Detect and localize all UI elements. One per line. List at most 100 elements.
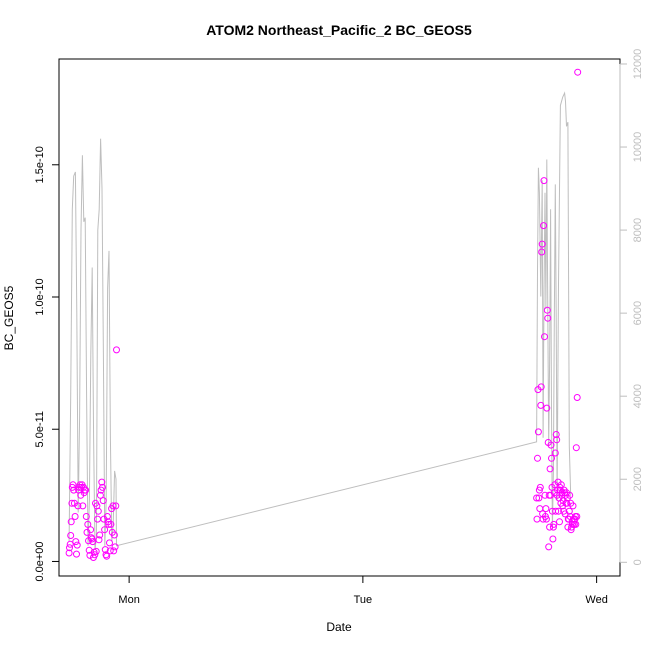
altitude-series-line: [68, 91, 572, 550]
data-point: [573, 513, 581, 520]
y-right-tick-label: 8000: [632, 218, 644, 242]
data-point: [533, 494, 541, 502]
data-point: [543, 404, 551, 412]
data-point: [79, 502, 87, 510]
data-point: [537, 383, 545, 391]
data-point: [572, 520, 580, 528]
y-axis-label: BC_GEOS5: [2, 285, 16, 350]
data-points: [65, 68, 582, 561]
y-right-tick-label: 0: [632, 559, 644, 565]
x-axis: Mon Tue Wed: [118, 575, 608, 606]
data-point: [66, 544, 73, 552]
y-right-tick-label: 6000: [632, 301, 644, 325]
altitude-line: [68, 91, 572, 550]
data-point: [67, 532, 75, 539]
x-tick-label: Wed: [585, 594, 607, 606]
data-point: [91, 551, 99, 559]
y-left-tick-label: 5.0e-11: [34, 411, 46, 448]
y-right-tick-label: 10000: [632, 132, 644, 163]
data-point: [549, 535, 557, 543]
data-point: [552, 507, 560, 515]
data-point: [546, 465, 554, 473]
data-point: [543, 306, 551, 314]
data-point: [96, 491, 104, 499]
data-point: [550, 520, 558, 528]
data-point: [103, 513, 111, 520]
data-point: [572, 444, 580, 452]
data-point: [68, 499, 76, 507]
data-point: [65, 549, 73, 557]
data-point: [535, 494, 543, 502]
data-point: [563, 499, 571, 507]
data-point: [66, 540, 74, 548]
x-axis-label: Date: [326, 620, 352, 634]
y-axis-right: 0 2000 4000 6000 8000 10000 12000: [619, 49, 644, 565]
data-point: [105, 520, 113, 528]
data-point: [94, 507, 102, 515]
data-point: [101, 546, 109, 554]
data-point: [106, 547, 114, 555]
data-point: [545, 543, 553, 551]
data-point: [542, 515, 550, 523]
data-point: [547, 441, 555, 449]
data-point: [111, 543, 119, 551]
data-point: [103, 552, 111, 560]
data-point: [566, 491, 574, 499]
x-tick-label: Tue: [354, 594, 373, 606]
data-point: [534, 454, 541, 462]
data-point: [549, 523, 557, 531]
data-point: [99, 497, 107, 505]
y-right-tick-label: 12000: [632, 49, 644, 80]
x-tick-label: Mon: [118, 594, 139, 606]
data-point: [94, 515, 102, 523]
data-point: [573, 394, 581, 401]
data-point: [112, 502, 120, 510]
data-point: [569, 502, 577, 510]
data-point: [537, 401, 545, 409]
data-point: [70, 486, 78, 494]
data-point: [110, 531, 118, 539]
data-point: [82, 486, 90, 494]
data-point: [96, 531, 104, 539]
y-right-tick-label: 2000: [632, 467, 644, 491]
data-point: [72, 538, 80, 546]
data-point: [98, 478, 106, 486]
data-point: [536, 483, 544, 491]
chart-title: ATOM2 Northeast_Pacific_2 BC_GEOS5: [206, 22, 472, 38]
data-point: [540, 177, 548, 185]
y-left-tick-label: 1.0e-10: [34, 278, 46, 315]
data-point: [544, 314, 552, 322]
y-left-tick-label: 0.0e+00: [34, 541, 46, 581]
data-point: [74, 502, 82, 510]
data-point: [92, 547, 100, 555]
data-point: [552, 431, 560, 438]
data-point: [69, 481, 77, 489]
data-point: [556, 518, 563, 526]
data-point: [533, 515, 541, 523]
data-point: [565, 507, 573, 515]
data-point: [89, 538, 97, 546]
data-point: [551, 449, 559, 457]
data-point: [67, 518, 75, 526]
data-point: [99, 483, 106, 491]
data-point: [548, 454, 555, 462]
data-point: [555, 507, 562, 515]
data-point: [95, 536, 103, 544]
data-point: [84, 520, 92, 528]
data-point: [71, 513, 79, 520]
data-point: [534, 428, 542, 436]
data-point: [574, 68, 582, 76]
data-point: [553, 436, 561, 444]
data-point: [109, 502, 117, 510]
data-point: [87, 526, 95, 534]
data-point: [541, 333, 548, 341]
data-point: [107, 520, 115, 528]
y-left-tick-label: 1.5e-10: [34, 146, 46, 183]
data-point: [73, 550, 80, 558]
data-point: [106, 539, 113, 547]
data-point: [542, 505, 550, 513]
y-axis-left: 0.0e+00 5.0e-11 1.0e-10 1.5e-10: [34, 146, 60, 582]
data-point: [538, 240, 546, 248]
data-point: [82, 513, 90, 520]
